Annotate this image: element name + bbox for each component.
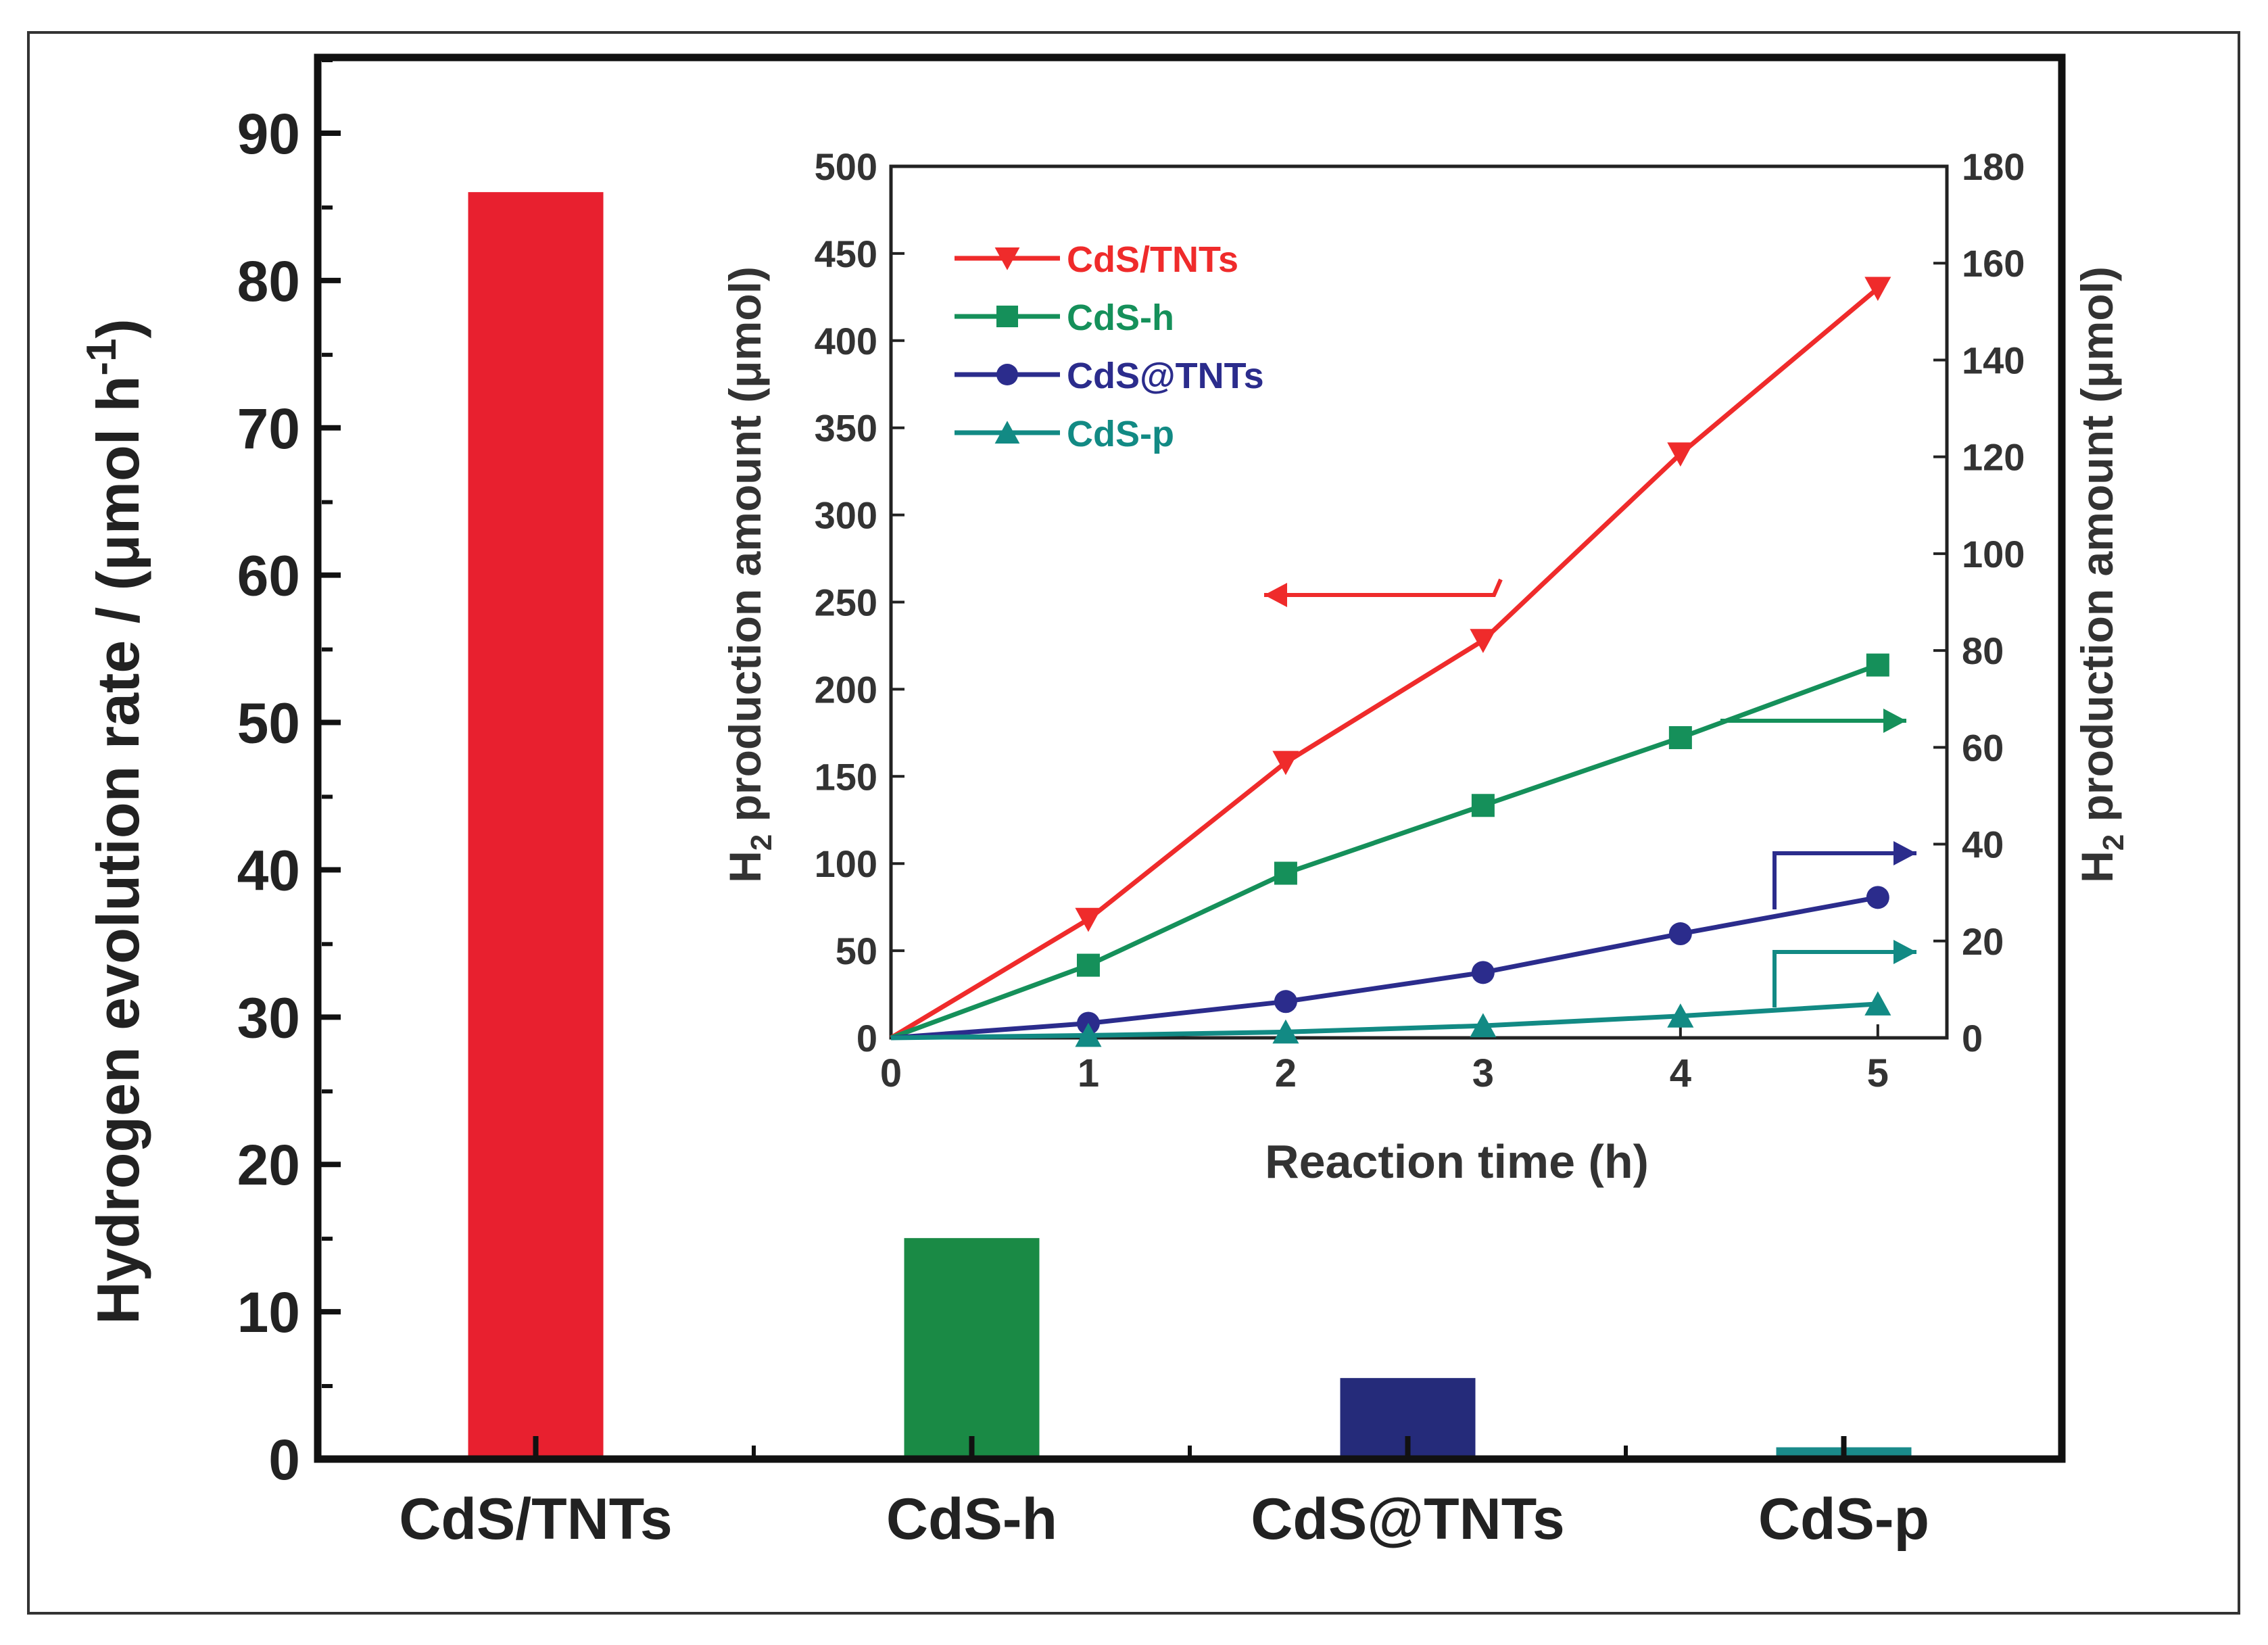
inset-right-y-tick-label: 100 (1962, 533, 2025, 575)
inset-left-y-tick-label: 50 (836, 930, 877, 972)
inset-x-tick-label: 1 (1078, 1051, 1099, 1095)
main-y-axis-label: Hydrogen evolution rate / (μmol h-1) (78, 318, 151, 1325)
data-point-cds-h (1866, 653, 1889, 677)
data-point-cds-tnts (1866, 886, 1889, 909)
inset-x-tick-label: 5 (1867, 1051, 1889, 1095)
inset-left-y-axis-label: H2 production amount (μmol) (720, 266, 778, 883)
main-y-tick-label: 70 (237, 397, 300, 460)
inset-plot-frame (889, 164, 1949, 1040)
main-y-tick-label: 60 (237, 544, 300, 608)
data-point-cds-tnts (1075, 907, 1102, 932)
legend-label-cds-h: CdS-h (1067, 297, 1174, 338)
legend-label-cds-tnts: CdS/TNTs (1067, 239, 1238, 280)
data-point-cds-h (1471, 794, 1495, 817)
axis-indicator-arrow (1772, 851, 1916, 909)
inset-x-tick-label: 0 (880, 1051, 902, 1095)
data-point-cds-tnts (1667, 442, 1694, 467)
inset-left-y-tick-label: 200 (815, 668, 877, 711)
data-point-cds-h (1076, 953, 1100, 977)
main-x-tick-label: CdS@TNTs (1251, 1487, 1564, 1552)
main-y-tick-label: 0 (268, 1428, 300, 1492)
data-point-cds-tnts (1274, 990, 1297, 1014)
inset-right-y-tick-label: 160 (1962, 242, 2025, 285)
main-y-tick-label: 30 (237, 986, 300, 1049)
series-line-cds-h (890, 663, 1879, 1041)
inset-legend: CdS/TNTs CdS-h CdS@TNTs CdS-p (955, 239, 1264, 454)
legend-marker-cds-p (994, 421, 1020, 444)
main-y-tick-label: 20 (237, 1133, 300, 1197)
outer-frame (27, 31, 2240, 1615)
axis-indicator-arrowhead (1893, 841, 1916, 865)
inset-left-y-tick-label: 300 (815, 494, 877, 537)
data-point-cds-p (1667, 1003, 1694, 1028)
inset-left-y-tick-label: 0 (856, 1017, 877, 1059)
inset-line-chart: 0 1 2 3 4 50501001502002503003504004505000204… (720, 145, 2130, 1188)
inset-right-y-tick-label: 120 (1962, 436, 2025, 479)
main-y-tick-label: 80 (237, 249, 300, 313)
series-line-cds-p (890, 1001, 1879, 1041)
inset-left-y-tick-label: 400 (815, 320, 877, 362)
bar-cds-h (904, 1238, 1040, 1459)
inset-right-y-tick-label: 140 (1962, 339, 2025, 381)
axis-indicator-arrow (1772, 950, 1916, 1007)
data-point-cds-h (1668, 726, 1692, 750)
data-point-cds-p (1272, 1019, 1299, 1044)
main-y-tick-label: 50 (237, 692, 300, 755)
inset-right-y-tick-label: 60 (1962, 726, 2004, 769)
main-y-tick-label: 10 (237, 1281, 300, 1344)
inset-x-tick-label: 2 (1275, 1051, 1297, 1095)
inset-left-y-tick-label: 150 (815, 755, 877, 798)
inset-x-tick-label: 4 (1670, 1051, 1691, 1095)
inset-right-y-tick-label: 40 (1962, 824, 2004, 866)
series-line-cds-tnts (890, 286, 1880, 1041)
main-x-tick-label: CdS-p (1758, 1487, 1929, 1552)
inset-left-y-tick-label: 450 (815, 233, 877, 275)
legend-marker-cds-h (996, 306, 1018, 327)
inset-left-y-tick-label: 350 (815, 407, 877, 450)
main-x-tick-label: CdS-h (886, 1487, 1057, 1552)
main-y-tick-label: 90 (237, 102, 300, 166)
inset-left-y-tick-label: 500 (815, 145, 877, 188)
data-point-cds-tnts (1272, 750, 1299, 776)
data-point-cds-h (1274, 861, 1297, 885)
inset-x-tick-label: 3 (1472, 1051, 1494, 1095)
inset-right-y-tick-label: 180 (1962, 145, 2025, 188)
inset-left-y-tick-label: 250 (815, 581, 877, 624)
legend-label-cds-p: CdS-p (1067, 414, 1174, 454)
bar-cds-tnts (468, 192, 604, 1460)
inset-x-axis-label: Reaction time (h) (1265, 1135, 1649, 1188)
data-point-cds-p (1864, 991, 1891, 1016)
legend-marker-cds-tnts (994, 247, 1020, 270)
data-point-cds-tnts (1864, 277, 1891, 302)
data-point-cds-p (1470, 1013, 1497, 1038)
main-y-tick-label: 40 (237, 838, 300, 902)
axis-indicator-arrowhead (1893, 940, 1916, 964)
axis-indicator-arrow (1264, 578, 1503, 597)
inset-left-y-tick-label: 100 (815, 842, 877, 885)
series-line-cds-tnts (890, 895, 1879, 1041)
inset-right-y-tick-label: 80 (1962, 629, 2004, 672)
data-point-cds-tnts (1668, 922, 1692, 946)
data-point-cds-p (1075, 1022, 1102, 1047)
legend-label-cds-tnts: CdS@TNTs (1067, 356, 1264, 396)
data-point-cds-tnts (1470, 629, 1497, 653)
legend-marker-cds-tnts (996, 364, 1018, 385)
main-x-tick-label: CdS/TNTs (399, 1487, 673, 1552)
inset-right-y-axis-label: H2 production amount (μmol) (2072, 266, 2130, 883)
axis-indicator-arrowhead (1264, 583, 1287, 607)
axis-indicator-arrowhead (1883, 709, 1906, 733)
inset-right-y-tick-label: 0 (1962, 1017, 1983, 1059)
inset-right-y-tick-label: 20 (1962, 920, 2004, 963)
data-point-cds-tnts (1471, 961, 1495, 984)
